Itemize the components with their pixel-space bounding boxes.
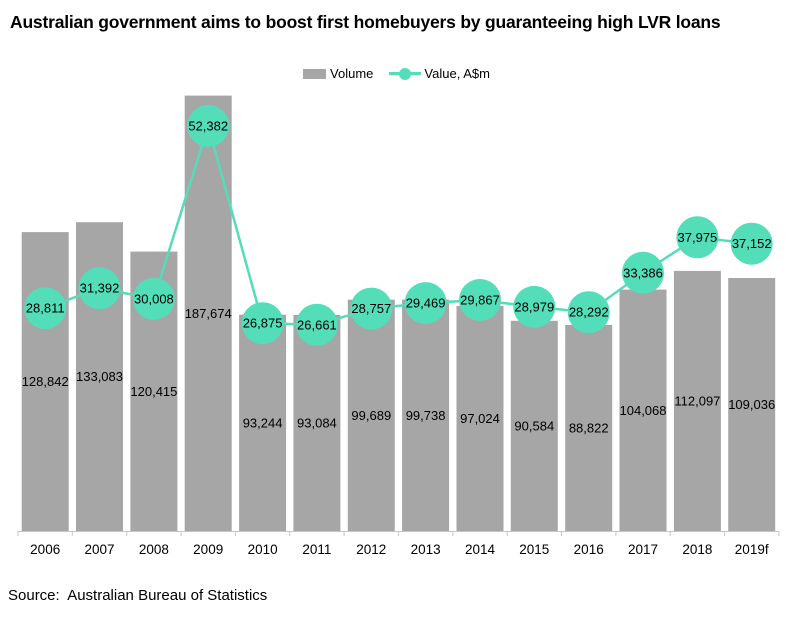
year-label: 2014 [465,542,496,557]
year-label: 2009 [193,542,223,557]
value-marker [295,303,338,346]
bar-value-label: 187,674 [185,306,232,321]
source-note: Source: Australian Bureau of Statistics [8,587,268,604]
value-dot-icon [399,67,412,80]
value-marker [622,251,664,294]
legend-value-label: Value, A$m [424,66,490,81]
value-marker [730,222,773,265]
year-label: 2007 [84,542,114,557]
year-label: 2013 [411,542,441,557]
volume-bar [21,232,69,531]
volume-bar [347,299,395,531]
bar-value-label: 90,584 [514,418,554,433]
year-label: 2015 [519,542,549,557]
marker-value-label: 28,979 [514,299,554,314]
chart-legend: Volume Value, A$m [0,66,793,81]
chart-title: Australian government aims to boost firs… [10,12,721,32]
value-marker [132,277,175,320]
bar-value-label: 99,689 [351,408,391,423]
volume-swatch-icon [303,68,327,79]
marker-value-label: 33,386 [623,265,663,280]
value-marker [404,282,447,325]
value-marker [676,216,719,259]
legend-item-value: Value, A$m [389,66,490,81]
bar-value-label: 133,083 [76,369,123,384]
marker-value-label: 29,469 [406,296,446,311]
value-line-swatch-icon [389,67,422,80]
bar-value-label: 120,415 [130,384,177,399]
value-marker [24,287,67,330]
volume-bar [239,314,287,531]
year-label: 2017 [628,542,658,557]
year-label: 2016 [574,542,604,557]
year-label: 2019f [735,542,769,557]
value-marker [350,287,393,330]
volume-bar [619,289,667,531]
marker-value-label: 28,757 [351,301,391,316]
bar-value-label: 109,036 [728,397,775,412]
legend-item-volume: Volume [303,66,373,81]
value-marker [513,285,556,328]
marker-value-label: 37,975 [678,230,718,245]
year-label: 2010 [248,542,278,557]
bar-value-label: 112,097 [674,394,720,409]
volume-bar [565,324,613,531]
volume-bar [402,299,450,531]
marker-value-label: 26,661 [297,317,337,332]
volume-bar [673,270,721,531]
volume-bar [456,305,504,531]
year-label: 2012 [356,542,386,557]
marker-value-label: 52,382 [188,118,228,133]
value-marker [459,279,501,321]
marker-value-label: 28,292 [569,305,609,320]
year-label: 2011 [302,542,331,557]
value-marker [78,267,121,310]
bar-value-label: 93,084 [297,416,337,431]
bar-value-label: 97,024 [460,411,500,426]
bar-value-label: 88,822 [569,421,609,436]
value-marker [187,104,230,147]
bar-value-label: 128,842 [22,374,69,389]
volume-bar [184,95,232,531]
value-marker [241,302,284,345]
marker-value-label: 26,875 [243,316,283,331]
bar-value-label: 104,068 [620,403,667,418]
bar-value-label: 93,244 [243,415,283,430]
year-label: 2008 [139,542,169,557]
year-label: 2018 [682,542,712,557]
marker-value-label: 30,008 [134,291,174,306]
bar-value-label: 99,738 [406,408,446,423]
value-marker [567,291,610,334]
legend-volume-label: Volume [330,66,374,81]
marker-value-label: 28,811 [26,301,65,316]
marker-value-label: 37,152 [732,236,772,251]
volume-bar [510,320,558,531]
marker-value-label: 29,867 [460,293,500,308]
volume-bar [293,315,341,531]
marker-value-label: 31,392 [80,281,120,296]
volume-bar [728,278,776,531]
year-label: 2006 [30,542,60,557]
